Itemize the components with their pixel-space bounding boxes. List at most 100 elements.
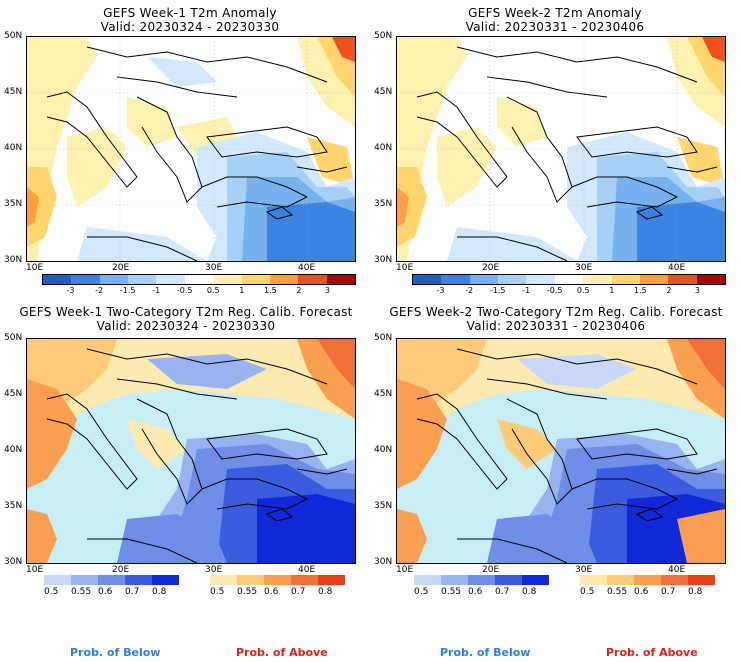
prob-label: 0.55	[237, 587, 257, 597]
prob-label: 0.55	[441, 587, 461, 597]
prob-label: 0.55	[71, 587, 91, 597]
colorbar-swatch	[640, 275, 668, 284]
anomaly-colorbar-labels: -3 -2 -1.5 -1 -0.5 0.5 1 1.5 2 3	[42, 286, 356, 296]
anomaly-colorbar	[42, 274, 356, 285]
prob-above-colorbar	[210, 575, 345, 585]
lon-tick: 30E	[575, 263, 592, 273]
colorbar-swatch	[526, 275, 554, 284]
prob-above-labels: 0.5 0.55 0.6 0.7 0.8	[210, 587, 345, 597]
colorbar-swatch	[128, 275, 156, 284]
lat-tick: 45N	[374, 389, 392, 399]
prob-label: 0.7	[495, 587, 509, 597]
lat-tick: 40N	[4, 143, 22, 153]
colorbar-label: 1.5	[634, 286, 647, 295]
lon-tick: 10E	[26, 263, 43, 273]
prob-swatch	[264, 575, 291, 585]
colorbar-swatch	[100, 275, 128, 284]
lat-tick: 50N	[4, 333, 22, 343]
prob-label: 0.6	[634, 587, 648, 597]
colorbar-swatch	[668, 275, 696, 284]
prob-label: 0.6	[98, 587, 112, 597]
title-line1: GEFS Week-1 Two-Category T2m Reg. Calib.…	[6, 305, 366, 319]
probability-map	[396, 338, 726, 564]
lat-tick: 30N	[4, 255, 22, 265]
prob-swatch	[237, 575, 264, 585]
colorbar-label: 2	[296, 286, 301, 295]
colorbar-swatch	[498, 275, 526, 284]
title-line2: Valid: 20230331 - 20230406	[380, 20, 730, 34]
lat-tick: 40N	[374, 143, 392, 153]
prob-above-labels: 0.5 0.55 0.6 0.7 0.8	[580, 587, 715, 597]
lat-tick: 50N	[4, 31, 22, 41]
lon-tick: 40E	[298, 565, 315, 575]
prob-label: 0.8	[522, 587, 536, 597]
lat-tick: 30N	[374, 255, 392, 265]
title-line1: GEFS Week-2 T2m Anomaly	[380, 6, 730, 20]
lon-tick: 10E	[396, 565, 413, 575]
lon-tick: 30E	[575, 565, 592, 575]
lat-tick: 35N	[374, 199, 392, 209]
lat-tick: 50N	[374, 333, 392, 343]
lon-tick: 10E	[396, 263, 413, 273]
lon-tick: 30E	[205, 565, 222, 575]
prob-swatch	[414, 575, 441, 585]
panel-title: GEFS Week-2 T2m Anomaly Valid: 20230331 …	[380, 6, 730, 34]
colorbar-swatch	[441, 275, 469, 284]
colorbar-label: -3	[67, 286, 75, 295]
prob-label: 0.7	[661, 587, 675, 597]
probability-map	[26, 338, 356, 564]
prob-label: 0.55	[607, 587, 627, 597]
prob-label: 0.8	[318, 587, 332, 597]
prob-above-caption: Prob. of Above	[606, 646, 698, 659]
title-line2: Valid: 20230324 - 20230330	[6, 319, 366, 333]
colorbar-label: -1.5	[120, 286, 136, 295]
panel-title: GEFS Week-1 Two-Category T2m Reg. Calib.…	[6, 305, 366, 333]
anomaly-map	[26, 36, 356, 262]
prob-label: 0.5	[44, 587, 58, 597]
prob-below-labels: 0.5 0.55 0.6 0.7 0.8	[44, 587, 179, 597]
colorbar-swatch	[470, 275, 498, 284]
lon-tick: 20E	[112, 565, 129, 575]
prob-swatch	[44, 575, 71, 585]
prob-swatch	[580, 575, 607, 585]
colorbar-label: 1	[239, 286, 244, 295]
colorbar-swatch	[327, 275, 355, 284]
prob-swatch	[98, 575, 125, 585]
lat-tick: 35N	[4, 501, 22, 511]
colorbar-label: -2	[95, 286, 103, 295]
prob-label: 0.8	[688, 587, 702, 597]
colorbar-label: -1.5	[490, 286, 506, 295]
lon-tick: 20E	[112, 263, 129, 273]
prob-swatch	[71, 575, 98, 585]
lon-tick: 40E	[668, 565, 685, 575]
lon-tick: 40E	[298, 263, 315, 273]
lat-tick: 50N	[374, 31, 392, 41]
colorbar-swatch	[156, 275, 184, 284]
colorbar-swatch	[583, 275, 611, 284]
colorbar-label: -2	[465, 286, 473, 295]
colorbar-label: -1	[522, 286, 530, 295]
lat-tick: 45N	[374, 87, 392, 97]
prob-swatch	[661, 575, 688, 585]
prob-swatch	[495, 575, 522, 585]
prob-below-colorbar	[44, 575, 179, 585]
colorbar-label: 0.5	[207, 286, 220, 295]
colorbar-label: 2	[666, 286, 671, 295]
colorbar-label: 3	[695, 286, 700, 295]
prob-above-colorbar	[580, 575, 715, 585]
prob-swatch	[607, 575, 634, 585]
prob-below-colorbar	[414, 575, 549, 585]
lat-tick: 40N	[4, 445, 22, 455]
colorbar-swatch	[612, 275, 640, 284]
prob-label: 0.7	[291, 587, 305, 597]
colorbar-swatch	[555, 275, 583, 284]
lat-tick: 30N	[4, 557, 22, 567]
colorbar-swatch	[213, 275, 241, 284]
colorbar-label: -0.5	[547, 286, 563, 295]
colorbar-label: -3	[437, 286, 445, 295]
lat-tick: 45N	[4, 87, 22, 97]
colorbar-label: 3	[325, 286, 330, 295]
prob-label: 0.5	[210, 587, 224, 597]
anomaly-colorbar	[412, 274, 726, 285]
prob-below-labels: 0.5 0.55 0.6 0.7 0.8	[414, 587, 549, 597]
